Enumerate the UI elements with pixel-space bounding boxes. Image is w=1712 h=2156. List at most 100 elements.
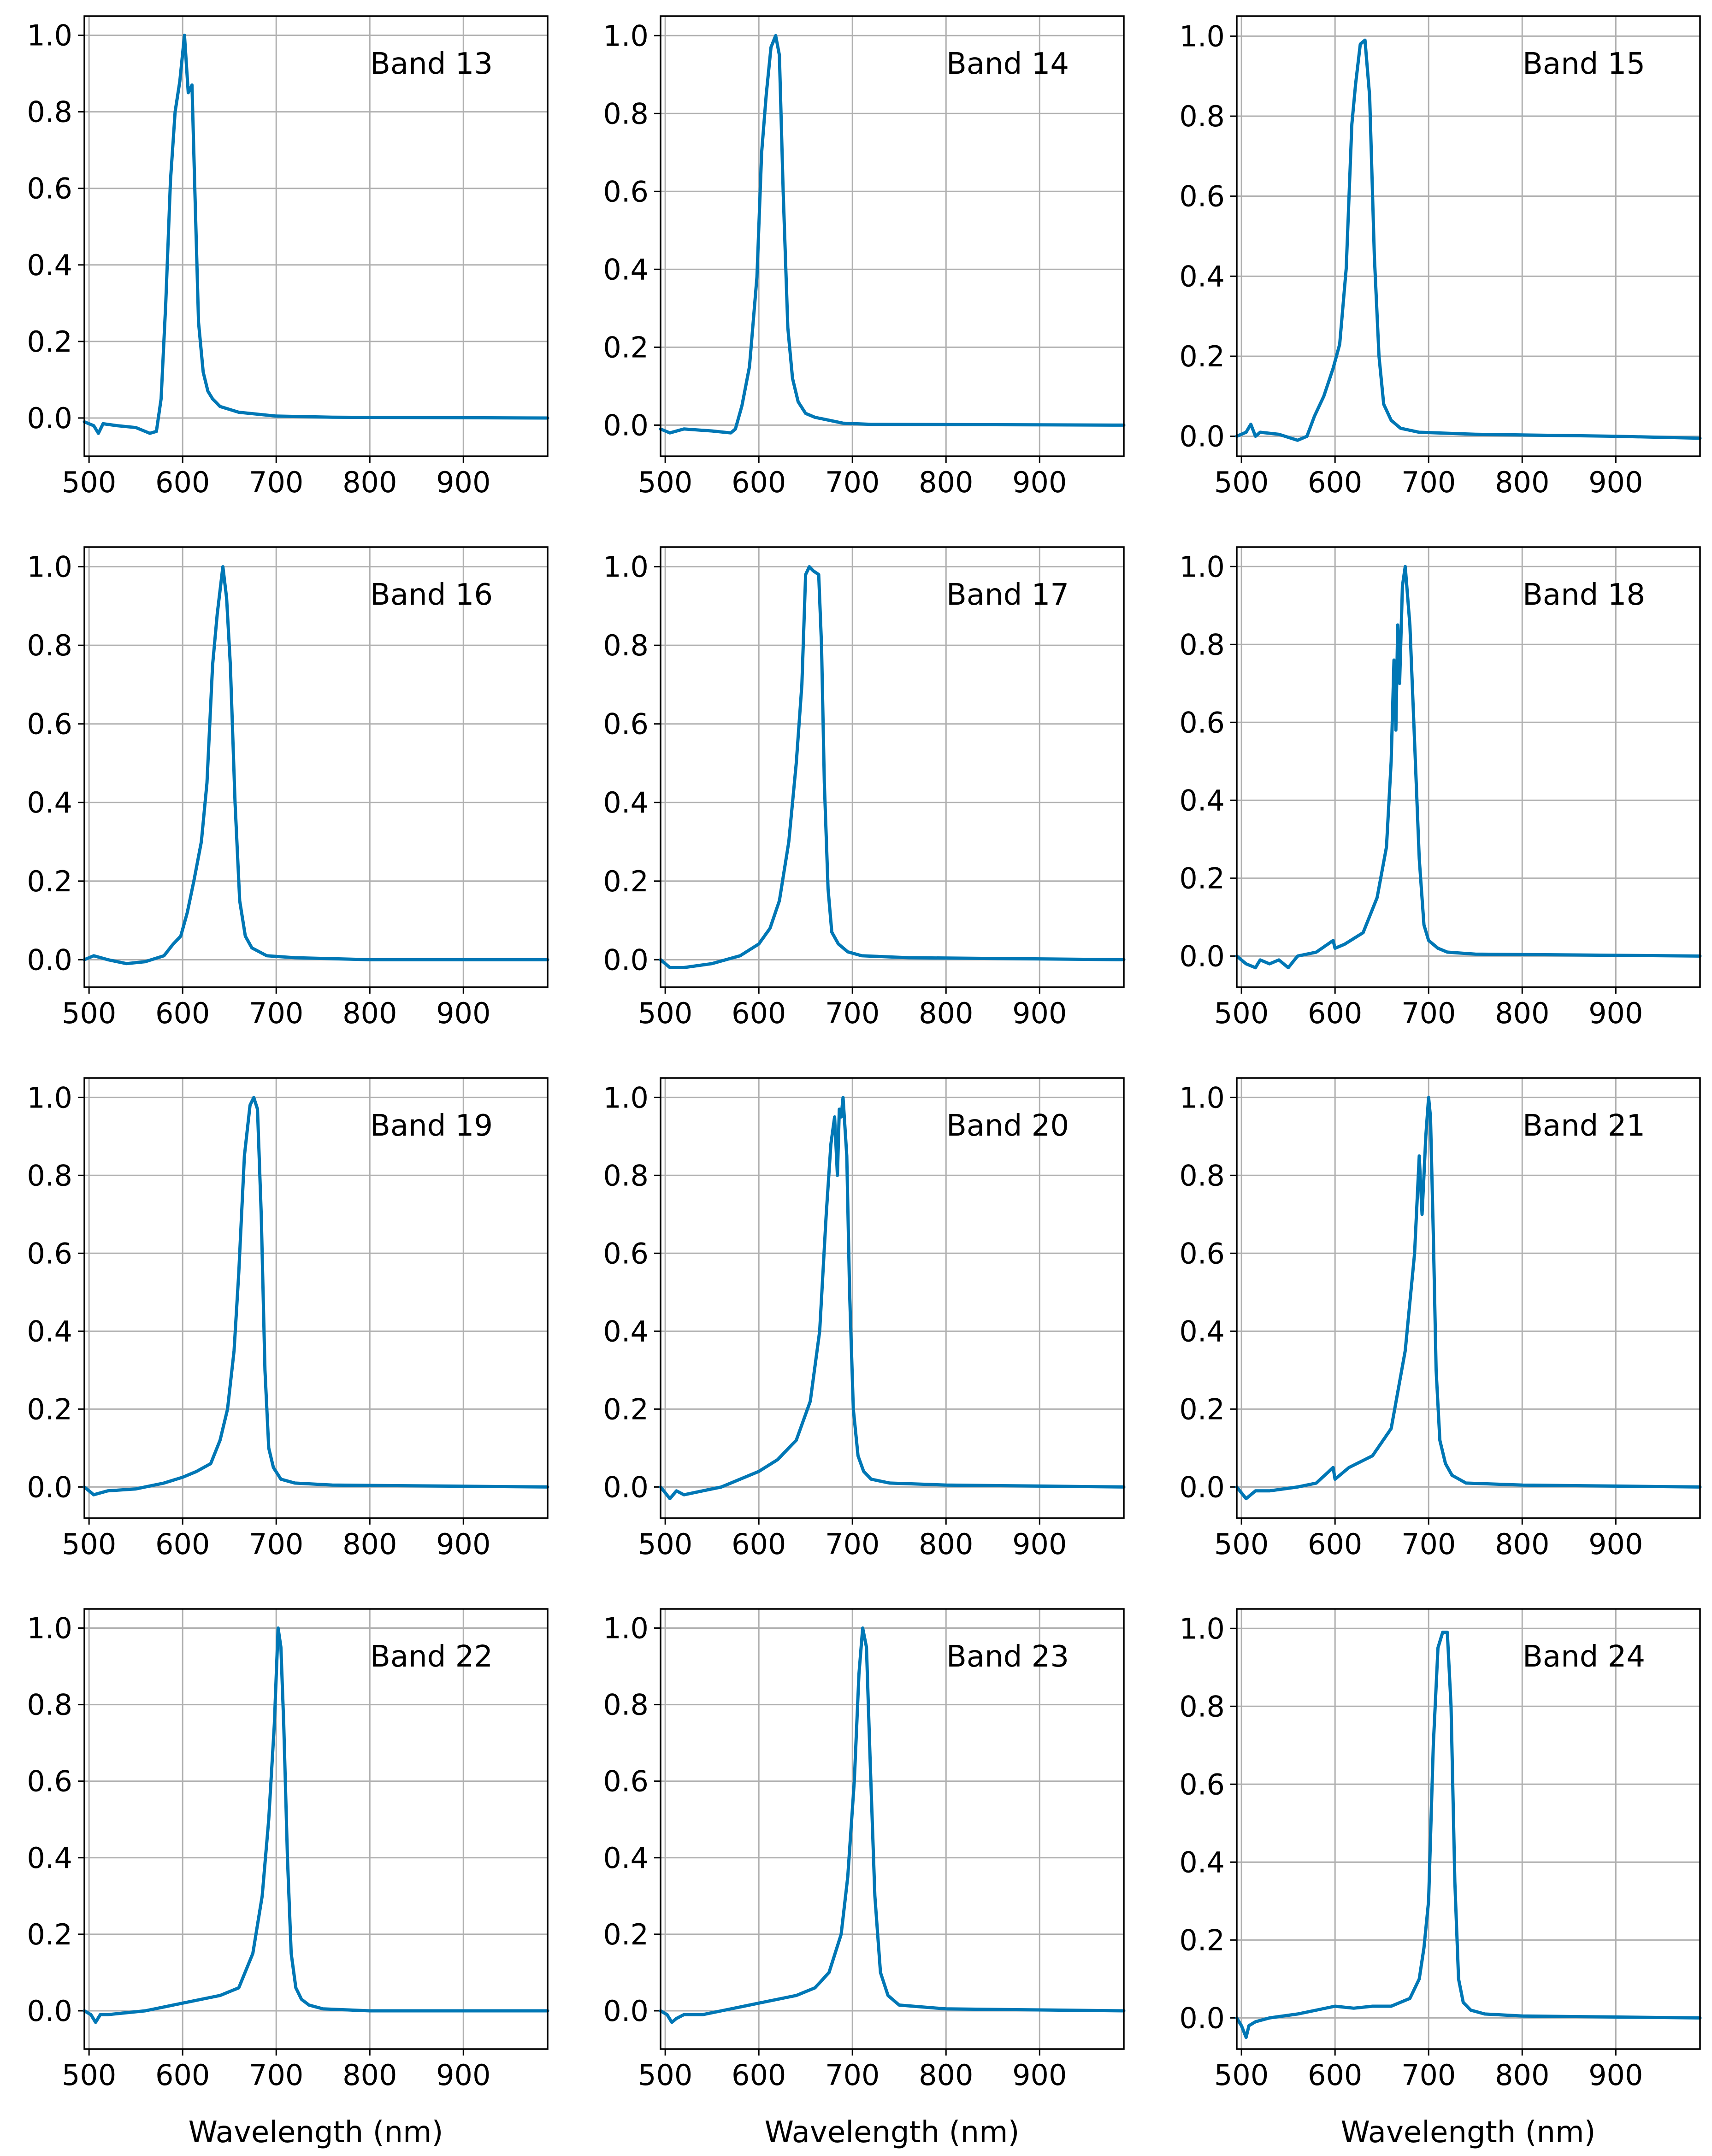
x-axis-title-col-3: Wavelength (nm) (1341, 2115, 1596, 2150)
y-tick-label: 0.8 (603, 1688, 649, 1722)
x-tick-label: 800 (342, 1527, 397, 1561)
panel-band-13: 500 600 700 800 900 0.0 0.2 0.4 0.6 0.8 1.0 Band 13 (27, 15, 549, 499)
axes-frame (83, 1608, 549, 2050)
y-tick-label: 0.0 (27, 401, 72, 435)
x-tick-label: 900 (1588, 465, 1643, 499)
y-tick-label: 0.8 (1179, 628, 1225, 661)
x-tick-label: 500 (62, 1527, 116, 1561)
band-label: Band 22 (370, 1640, 493, 1674)
x-tick-label: 800 (342, 996, 397, 1030)
x-tick-label: 800 (1495, 2058, 1549, 2092)
axes-frame (660, 546, 1125, 988)
y-tick-label: 0.4 (603, 786, 649, 819)
x-tick-label: 500 (1214, 1527, 1269, 1561)
axes-frame (660, 1077, 1125, 1519)
x-tick-label: 700 (1401, 2058, 1456, 2092)
x-tick-label: 900 (436, 2058, 490, 2092)
x-tick-label: 600 (732, 2058, 786, 2092)
y-tick-label: 1.0 (1179, 550, 1225, 583)
y-tick-label: 0.6 (603, 707, 649, 741)
x-tick-label: 700 (1401, 1527, 1456, 1561)
x-tick-label: 700 (249, 2058, 303, 2092)
panel-band-21: 500 600 700 800 900 0.0 0.2 0.4 0.6 0.8 1.0 Band 21 (1179, 1077, 1702, 1561)
y-tick-label: 0.0 (1179, 420, 1225, 454)
y-tick-label: 0.2 (1179, 340, 1225, 373)
x-axis-title-col-1: Wavelength (nm) (189, 2115, 443, 2150)
y-tick-label: 0.8 (1179, 1690, 1225, 1723)
panel-band-19: 500 600 700 800 900 0.0 0.2 0.4 0.6 0.8 1.0 Band 19 (27, 1077, 549, 1561)
y-tick-label: 0.4 (27, 1314, 72, 1348)
x-tick-label: 500 (62, 465, 116, 499)
x-tick-label: 900 (1588, 2058, 1643, 2092)
x-tick-label: 500 (1214, 2058, 1269, 2092)
band-label: Band 21 (1523, 1109, 1645, 1143)
y-tick-label: 0.8 (27, 629, 72, 662)
x-tick-label: 800 (919, 465, 973, 499)
y-tick-label: 0.4 (1179, 1314, 1225, 1348)
x-tick-label: 900 (1588, 1527, 1643, 1561)
x-tick-label: 600 (155, 465, 210, 499)
y-tick-label: 0.8 (1179, 1159, 1225, 1192)
axes-frame (83, 15, 549, 457)
y-tick-label: 1.0 (603, 550, 649, 584)
y-tick-label: 0.2 (1179, 1923, 1225, 1957)
spectral-response-line (83, 565, 549, 966)
x-tick-label: 800 (1495, 465, 1549, 499)
y-tick-label: 0.2 (603, 1918, 649, 1951)
x-tick-label: 800 (1495, 1527, 1549, 1561)
y-tick-label: 1.0 (1179, 1612, 1225, 1645)
x-tick-label: 800 (342, 2058, 397, 2092)
y-tick-label: 0.0 (1179, 1470, 1225, 1504)
x-tick-label: 500 (638, 465, 692, 499)
y-tick-label: 0.0 (603, 943, 649, 977)
band-label: Band 19 (370, 1109, 493, 1143)
panel-band-18: 500 600 700 800 900 0.0 0.2 0.4 0.6 0.8 1.0 Band 18 (1179, 546, 1702, 1030)
y-tick-label: 0.6 (1179, 706, 1225, 739)
y-tick-label: 0.2 (1179, 1392, 1225, 1426)
band-label: Band 18 (1523, 578, 1645, 612)
x-tick-label: 700 (825, 465, 880, 499)
spectral-response-line (83, 1096, 549, 1496)
y-tick-label: 0.0 (603, 1470, 649, 1504)
y-tick-label: 0.0 (27, 943, 72, 977)
y-tick-label: 0.4 (27, 1841, 72, 1875)
axes-frame (660, 15, 1125, 457)
panel-band-23: 500 600 700 800 900 0.0 0.2 0.4 0.6 0.8 1.0 Band 23 (603, 1608, 1126, 2092)
axes-frame (1236, 15, 1701, 457)
x-tick-label: 600 (1308, 465, 1362, 499)
spectral-response-line (1235, 1096, 1702, 1501)
x-tick-label: 700 (825, 1527, 880, 1561)
x-tick-label: 800 (919, 996, 973, 1030)
spectral-response-line (83, 1626, 549, 2024)
band-label: Band 20 (946, 1109, 1069, 1143)
panel-band-22: 500 600 700 800 900 0.0 0.2 0.4 0.6 0.8 1.0 Band 22 (27, 1608, 549, 2092)
y-tick-label: 0.8 (1179, 100, 1225, 133)
y-tick-label: 0.8 (27, 1159, 72, 1192)
y-tick-label: 0.2 (603, 330, 649, 364)
y-tick-label: 0.4 (603, 1841, 649, 1875)
y-tick-label: 0.0 (27, 1994, 72, 2028)
y-tick-label: 0.4 (1179, 1845, 1225, 1879)
x-tick-label: 900 (1012, 465, 1067, 499)
x-tick-label: 900 (1588, 996, 1643, 1030)
y-tick-label: 1.0 (603, 19, 649, 53)
y-tick-label: 0.2 (603, 865, 649, 898)
y-tick-label: 0.2 (27, 1918, 72, 1951)
spectral-response-line (83, 34, 549, 435)
y-tick-label: 0.4 (603, 1314, 649, 1348)
y-tick-label: 0.4 (1179, 259, 1225, 293)
y-tick-label: 0.6 (603, 175, 649, 208)
x-tick-label: 700 (825, 2058, 880, 2092)
y-tick-label: 0.0 (1179, 2001, 1225, 2035)
panel-band-15: 500 600 700 800 900 0.0 0.2 0.4 0.6 0.8 1.0 Band 15 (1179, 15, 1702, 499)
x-tick-label: 500 (1214, 996, 1269, 1030)
x-tick-label: 700 (1401, 465, 1456, 499)
x-tick-label: 500 (62, 2058, 116, 2092)
x-tick-label: 900 (436, 1527, 490, 1561)
y-tick-label: 0.8 (603, 1159, 649, 1192)
x-tick-label: 500 (638, 996, 692, 1030)
x-tick-label: 600 (155, 1527, 210, 1561)
x-tick-label: 600 (155, 2058, 210, 2092)
y-tick-label: 1.0 (603, 1612, 649, 1645)
